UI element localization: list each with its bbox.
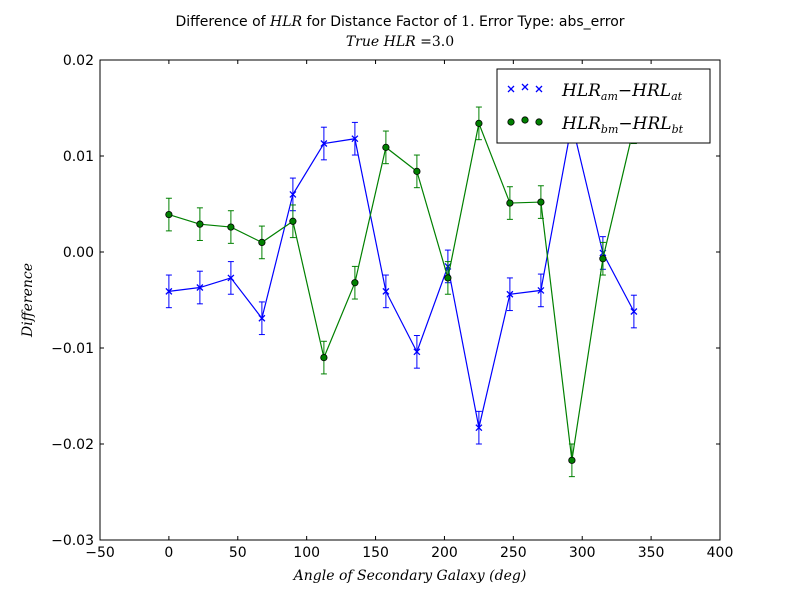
series-1 bbox=[165, 106, 638, 445]
legend-marker bbox=[535, 85, 543, 93]
legend-marker bbox=[507, 85, 515, 93]
y-tick-label: 0.00 bbox=[63, 245, 94, 261]
series-line bbox=[168, 123, 635, 428]
legend-marker bbox=[507, 118, 515, 126]
legend-marker bbox=[535, 118, 543, 126]
data-point bbox=[475, 424, 483, 432]
axis-ticks: −50 0 50 100 150 200 250 300 350 400 −0.03 −0.02 −0.… bbox=[51, 53, 733, 561]
data-point bbox=[382, 287, 390, 295]
legend-label-series-1: HLRam−HRLat bbox=[561, 81, 683, 103]
data-point bbox=[351, 135, 359, 143]
data-point bbox=[413, 167, 421, 175]
x-tick-label: 250 bbox=[500, 545, 527, 561]
x-tick-label: 50 bbox=[229, 545, 247, 561]
legend-box bbox=[496, 68, 711, 144]
legend-marker bbox=[521, 116, 529, 124]
data-point bbox=[165, 210, 173, 219]
y-tick-label: −0.01 bbox=[51, 341, 94, 357]
legend: HLRam−HRLat HLRbm−HRLbt bbox=[496, 68, 711, 144]
chart-title: Difference of HLR for Distance Factor of… bbox=[175, 14, 624, 30]
data-point bbox=[537, 198, 545, 206]
data-point bbox=[227, 274, 235, 282]
data-point bbox=[382, 143, 390, 151]
x-tick-label: 200 bbox=[431, 545, 458, 561]
data-point bbox=[258, 238, 266, 246]
x-tick-label: 300 bbox=[569, 545, 596, 561]
data-point bbox=[506, 290, 514, 298]
data-point bbox=[568, 456, 576, 464]
data-point bbox=[289, 190, 297, 198]
data-point bbox=[320, 140, 328, 147]
data-point bbox=[537, 286, 545, 294]
data-point bbox=[196, 284, 204, 291]
x-tick-label: −50 bbox=[85, 545, 115, 561]
x-tick-label: 100 bbox=[293, 545, 320, 561]
plot-frame bbox=[99, 59, 721, 541]
series-line bbox=[168, 121, 635, 461]
legend-marker-series-1 bbox=[507, 83, 543, 93]
data-point bbox=[227, 223, 235, 231]
data-point bbox=[413, 348, 421, 356]
y-tick-label: 0.01 bbox=[63, 149, 94, 165]
legend-marker bbox=[521, 83, 529, 91]
chart-subtitle: True HLR =3.0 bbox=[346, 34, 454, 50]
x-tick-label: 350 bbox=[638, 545, 665, 561]
y-tick-label: −0.02 bbox=[51, 437, 94, 453]
data-point bbox=[351, 279, 359, 287]
y-tick-label: 0.02 bbox=[63, 53, 94, 69]
data-point bbox=[506, 199, 514, 207]
data-point bbox=[444, 274, 452, 282]
x-axis-label: Angle of Secondary Galaxy (deg) bbox=[292, 568, 527, 584]
data-point bbox=[475, 119, 483, 127]
data-point bbox=[599, 255, 607, 263]
legend-label-series-2: HLRbm−HRLbt bbox=[561, 114, 684, 136]
x-tick-label: 150 bbox=[362, 545, 389, 561]
data-point bbox=[630, 308, 638, 315]
x-tick-label: 0 bbox=[164, 545, 173, 561]
plot-area bbox=[165, 106, 638, 478]
y-axis-label: Difference bbox=[20, 263, 36, 338]
data-point bbox=[320, 353, 328, 362]
data-point bbox=[196, 220, 204, 228]
data-point bbox=[289, 217, 297, 225]
legend-marker-series-2 bbox=[507, 116, 543, 126]
y-tick-label: −0.03 bbox=[51, 533, 94, 549]
series-2 bbox=[165, 106, 638, 478]
data-point bbox=[258, 314, 266, 322]
x-tick-label: 400 bbox=[707, 545, 734, 561]
data-point bbox=[165, 287, 173, 295]
